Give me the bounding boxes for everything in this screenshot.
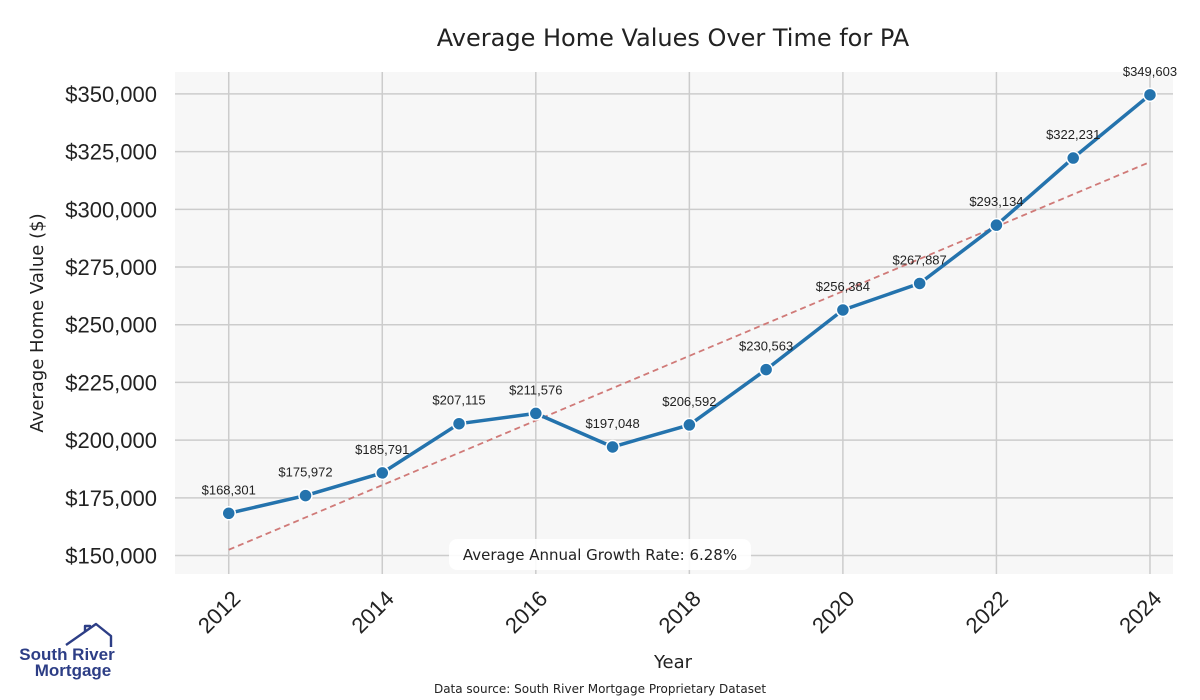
x-axis-label: Year [653, 652, 693, 673]
data-label: $349,603 [1123, 64, 1177, 79]
data-label: $230,563 [739, 339, 793, 354]
y-tick-label: $350,000 [65, 82, 157, 107]
data-label: $322,231 [1046, 127, 1100, 142]
data-point [682, 417, 697, 433]
plot-area [175, 72, 1173, 574]
data-label: $185,791 [355, 442, 409, 457]
data-labels: $168,301 $175,972 $185,791 $207,115 $211,576… [202, 64, 1177, 497]
logo-line1: South River [19, 645, 115, 664]
y-axis-label: Average Home Value ($) [27, 213, 48, 432]
y-tick-label: $275,000 [65, 255, 157, 280]
data-label: $293,134 [969, 194, 1023, 209]
data-label: $197,048 [585, 416, 639, 431]
y-tick-label: $150,000 [65, 544, 157, 569]
y-tick-label: $200,000 [65, 428, 157, 453]
x-tick-label: 2012 [193, 586, 245, 638]
data-point [1142, 87, 1158, 103]
data-point [605, 439, 620, 455]
data-label: $256,384 [816, 279, 870, 294]
y-tick-label: $325,000 [65, 140, 157, 165]
x-tick-label: 2024 [1114, 586, 1166, 638]
house-roof-icon [65, 622, 113, 647]
data-point [989, 217, 1004, 233]
data-label: $267,887 [893, 252, 947, 267]
x-tick-label: 2022 [961, 586, 1013, 638]
data-point [835, 302, 851, 318]
data-point [528, 406, 544, 421]
x-axis-ticks: 2012 2014 2016 2018 2020 2022 2024 [193, 586, 1167, 638]
data-point [221, 506, 236, 521]
data-label: $206,592 [662, 394, 716, 409]
data-point [451, 416, 467, 431]
data-source: Data source: South River Mortgage Propri… [434, 682, 766, 696]
chart-title: Average Home Values Over Time for PA [437, 24, 910, 52]
data-point [298, 488, 313, 503]
grid [175, 72, 1173, 574]
x-tick-label: 2018 [654, 586, 706, 638]
data-label: $168,301 [202, 482, 256, 497]
data-label: $211,576 [509, 382, 562, 397]
y-tick-label: $250,000 [65, 313, 157, 338]
data-point [1065, 150, 1081, 166]
growth-rate-annotation: Average Annual Growth Rate: 6.28% [449, 539, 751, 570]
y-axis-ticks: $150,000 $175,000 $200,000 $225,000 $250,000… [65, 82, 157, 569]
y-tick-label: $225,000 [65, 370, 157, 395]
data-label: $175,972 [278, 465, 332, 480]
data-points [221, 87, 1158, 521]
y-tick-label: $175,000 [65, 486, 157, 511]
data-point [758, 362, 774, 377]
data-point [375, 465, 390, 481]
x-tick-label: 2020 [807, 586, 859, 638]
y-tick-label: $300,000 [65, 197, 157, 222]
logo-line2: Mortgage [35, 661, 112, 680]
x-tick-label: 2014 [347, 586, 399, 638]
data-point [912, 276, 927, 291]
x-tick-label: 2016 [500, 586, 552, 638]
growth-rate-text: Average Annual Growth Rate: 6.28% [463, 546, 737, 564]
logo: South River Mortgage [19, 622, 115, 680]
data-label: $207,115 [432, 393, 485, 408]
